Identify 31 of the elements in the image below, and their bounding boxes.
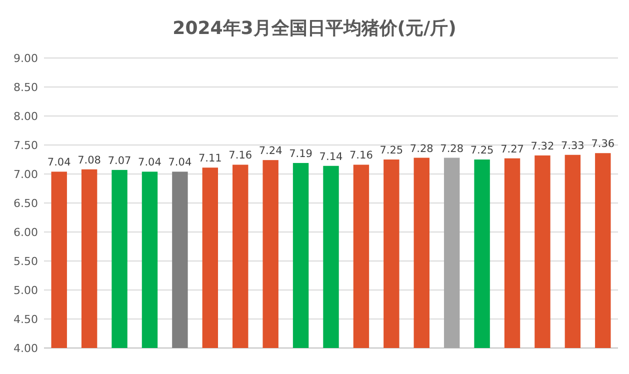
y-tick-label: 5.50 bbox=[14, 255, 38, 268]
data-label: 7.08 bbox=[78, 154, 102, 166]
data-label: 7.36 bbox=[591, 138, 615, 150]
data-label: 7.32 bbox=[530, 140, 554, 152]
data-label: 7.04 bbox=[138, 156, 162, 169]
data-label: 7.33 bbox=[560, 140, 584, 152]
y-tick-label: 4.50 bbox=[14, 313, 38, 326]
chart-title: 2024年3月全国日平均猪价(元/斤) bbox=[172, 18, 456, 39]
data-label: 7.07 bbox=[108, 154, 132, 167]
y-tick-label: 8.00 bbox=[14, 110, 38, 123]
data-label: 7.04 bbox=[47, 156, 72, 169]
data-label: 7.16 bbox=[350, 150, 374, 162]
data-label: 7.16 bbox=[228, 150, 252, 162]
data-label: 7.19 bbox=[289, 148, 312, 160]
y-tick-label: 7.00 bbox=[14, 168, 38, 181]
y-tick-label: 8.50 bbox=[14, 81, 38, 94]
y-tick-label: 7.50 bbox=[14, 139, 38, 152]
data-label: 7.14 bbox=[319, 150, 344, 163]
y-tick-label: 5.00 bbox=[14, 284, 38, 297]
data-label: 7.25 bbox=[380, 144, 404, 156]
data-label: 7.25 bbox=[470, 144, 494, 156]
data-label: 7.28 bbox=[440, 142, 464, 155]
y-tick-label: 6.50 bbox=[14, 197, 38, 210]
data-label: 7.28 bbox=[410, 142, 434, 155]
data-label: 7.04 bbox=[168, 156, 192, 169]
y-tick-label: 4.00 bbox=[14, 342, 38, 355]
data-label: 7.27 bbox=[500, 143, 524, 156]
y-tick-label: 9.00 bbox=[14, 52, 38, 65]
data-label: 7.11 bbox=[198, 152, 222, 165]
data-label: 7.24 bbox=[258, 145, 283, 158]
y-tick-label: 6.00 bbox=[14, 226, 38, 239]
